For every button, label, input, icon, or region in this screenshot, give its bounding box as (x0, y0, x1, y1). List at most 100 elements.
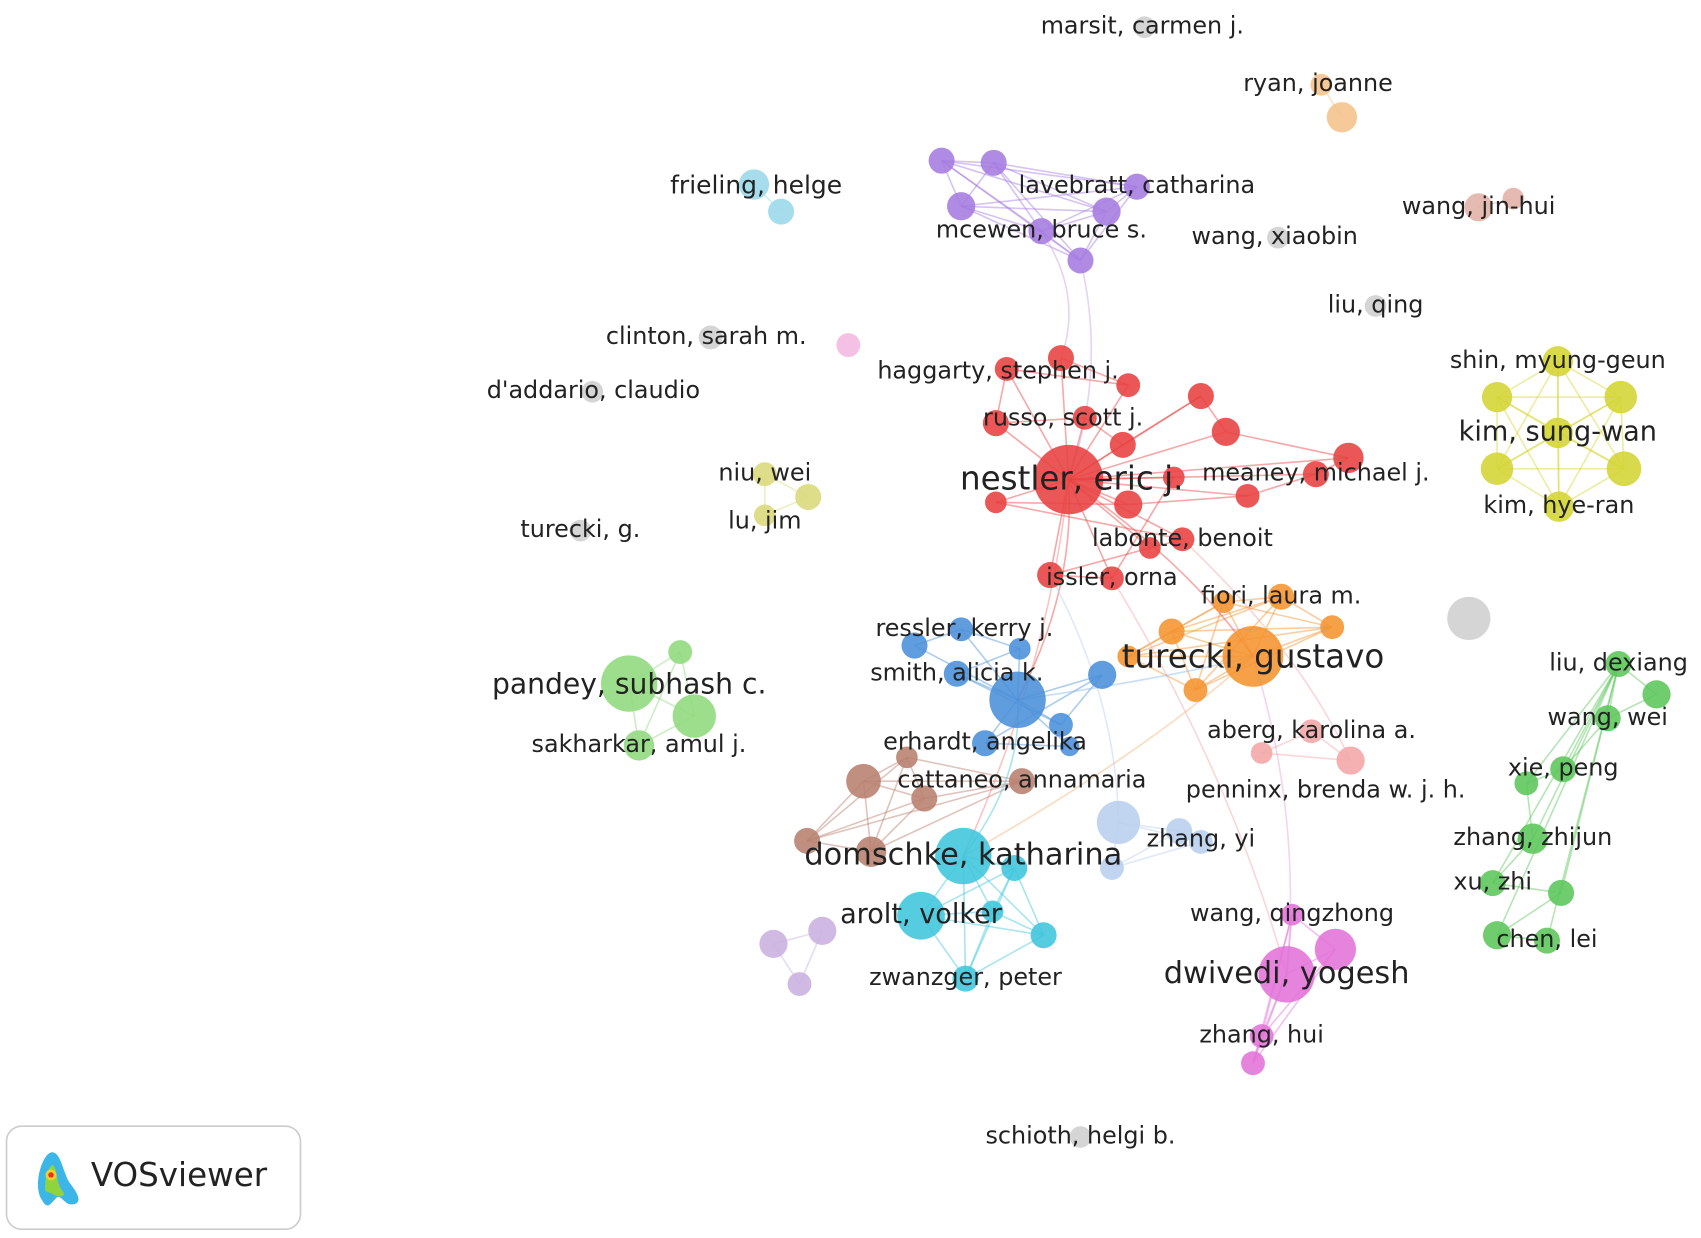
node-label: issler, orna (1046, 563, 1178, 591)
node (600, 655, 658, 712)
node (972, 730, 999, 757)
node-label: schioth, helgi b. (985, 1122, 1175, 1150)
node (668, 640, 693, 665)
node (1550, 756, 1577, 783)
node (1479, 870, 1506, 897)
node (989, 671, 1046, 729)
node (1364, 295, 1387, 317)
edge (961, 185, 1137, 208)
edge (1171, 595, 1282, 633)
node (1542, 417, 1573, 449)
edge (1127, 655, 1196, 691)
node (1100, 566, 1124, 591)
node (759, 929, 788, 959)
node (1116, 373, 1141, 398)
node (1183, 678, 1208, 702)
edge (1225, 431, 1349, 459)
node-label: turecki, gustavo (1122, 638, 1385, 676)
node-label: ressler, kerry j. (875, 614, 1053, 642)
edge (1111, 477, 1175, 579)
node (855, 836, 887, 867)
node (1326, 102, 1358, 133)
node (1028, 218, 1055, 245)
logo-icon (48, 1172, 54, 1178)
edge (941, 160, 1081, 262)
edge (941, 159, 1138, 188)
node-label: arolt, volker (840, 899, 1003, 930)
node (1114, 490, 1143, 519)
node-label: lavebratt, catharina (1019, 171, 1256, 199)
edge (993, 162, 1043, 232)
node-label: haggarty, stephen j. (877, 357, 1118, 385)
node (1268, 583, 1295, 610)
logo-box (5, 1125, 302, 1231)
node (698, 325, 723, 350)
node (1594, 705, 1621, 732)
node (1299, 719, 1324, 744)
node (1314, 928, 1357, 970)
edge (984, 742, 1070, 748)
node (753, 504, 776, 527)
node (1542, 346, 1573, 377)
node-label: liu, qing (1328, 291, 1424, 319)
node (1514, 771, 1539, 796)
edge (1560, 663, 1620, 894)
node-label: clinton, sarah m. (606, 322, 807, 350)
edge (1181, 538, 1352, 761)
node (1447, 596, 1491, 641)
node (949, 617, 974, 642)
edge (962, 479, 1070, 857)
node-label: frieling, helge (670, 171, 842, 200)
node (1212, 591, 1235, 614)
edge (995, 501, 1183, 541)
node (1320, 615, 1345, 640)
node-label: kim, sung-wan (1459, 416, 1657, 447)
edge (924, 780, 1023, 800)
edge (1496, 360, 1559, 470)
node (787, 972, 812, 996)
node (1047, 345, 1074, 372)
node (1250, 742, 1273, 764)
edge (1006, 368, 1129, 387)
node (947, 192, 976, 221)
edge (960, 205, 1081, 262)
node (1008, 768, 1035, 795)
edge (995, 416, 1085, 425)
edge (1041, 185, 1138, 232)
edge (993, 162, 1082, 262)
node-label: zhang, zhijun (1453, 823, 1612, 851)
node-label: smith, alicia k. (870, 658, 1043, 686)
node (1067, 247, 1094, 274)
node (1310, 73, 1333, 96)
node (1139, 537, 1161, 559)
edge (906, 756, 1023, 782)
node-label: nestler, eric j. (960, 460, 1183, 498)
node (1258, 946, 1315, 1003)
node (911, 785, 938, 812)
node (1481, 381, 1513, 413)
node (1517, 823, 1549, 854)
node-label: kim, hye-ran (1483, 491, 1634, 519)
logo-icon (38, 1152, 79, 1206)
edge (1252, 656, 1292, 975)
logo-text: VOSviewer (91, 1156, 268, 1194)
node (985, 491, 1007, 514)
node-label: labonte, benoit (1092, 524, 1273, 552)
node-label: fiori, laura m. (1201, 581, 1361, 609)
node (1336, 746, 1365, 775)
node-label: xie, peng (1508, 754, 1619, 782)
node-label: niu, wei (718, 459, 811, 487)
edge (965, 934, 1044, 980)
edge (1223, 601, 1333, 628)
node-label: pandey, subhash c. (492, 668, 766, 701)
node-label: zhang, hui (1199, 1021, 1324, 1049)
node (794, 827, 821, 854)
node (1037, 562, 1064, 589)
node (1249, 1024, 1274, 1049)
edge (1122, 395, 1202, 446)
edge (1049, 574, 1120, 823)
node (1502, 187, 1525, 210)
node-label: shin, myung-geun (1450, 346, 1666, 374)
